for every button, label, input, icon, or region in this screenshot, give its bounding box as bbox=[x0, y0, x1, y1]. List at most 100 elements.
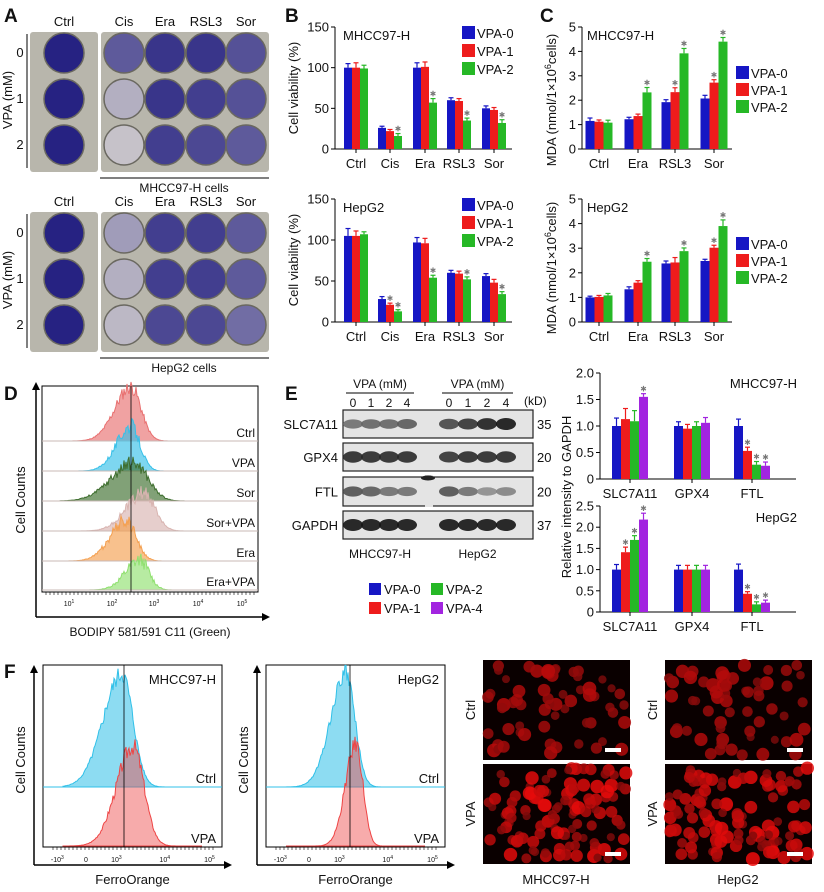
y-tick-label: 50 bbox=[315, 101, 329, 116]
cell-signal bbox=[787, 800, 800, 814]
bar-vpa-0 bbox=[482, 276, 490, 322]
significance-star bbox=[681, 240, 687, 246]
column-label: Cis bbox=[115, 194, 134, 209]
cell-signal bbox=[506, 796, 518, 808]
significance-star bbox=[711, 237, 717, 244]
protein-band bbox=[458, 418, 478, 430]
legend-swatch bbox=[462, 44, 475, 57]
cell-signal bbox=[560, 849, 572, 861]
stained-well bbox=[144, 124, 186, 166]
legend-swatch bbox=[462, 234, 475, 247]
row-label: 1 bbox=[16, 91, 23, 106]
legend-label: VPA-2 bbox=[446, 582, 483, 597]
bar-vpa-2 bbox=[718, 41, 728, 149]
tick-base: -10 bbox=[274, 857, 284, 864]
tick-exp: 4 bbox=[167, 855, 170, 861]
ladder-marker bbox=[421, 475, 435, 481]
cell-signal bbox=[496, 702, 508, 714]
protein-band bbox=[496, 487, 516, 496]
protein-band bbox=[477, 519, 497, 531]
bar-vpa-0 bbox=[700, 98, 710, 149]
cell-signal bbox=[775, 770, 787, 782]
bar-vpa-0 bbox=[612, 569, 621, 612]
tick-exp: 2 bbox=[115, 599, 118, 605]
significance-star bbox=[753, 594, 760, 600]
protein-band bbox=[458, 451, 478, 463]
cell-signal bbox=[589, 838, 600, 848]
y-tick-label: 3 bbox=[569, 241, 576, 256]
cell-signal bbox=[664, 792, 674, 801]
chart-title: MHCC97-H bbox=[343, 28, 410, 43]
x-tick-label: 104 bbox=[382, 855, 393, 864]
tick-base: 0 bbox=[307, 857, 311, 864]
cell-signal bbox=[541, 774, 551, 784]
cell-signal bbox=[518, 727, 532, 742]
protein-band bbox=[397, 519, 417, 531]
bar-vpa-2 bbox=[463, 279, 471, 322]
y-axis-label: Cell Counts bbox=[13, 726, 28, 794]
star-stroke bbox=[395, 302, 401, 307]
legend-swatch bbox=[431, 583, 443, 595]
significance-star bbox=[640, 505, 647, 512]
cell-signal bbox=[770, 735, 779, 744]
x-tick-label: SLC7A11 bbox=[603, 486, 658, 501]
protein-band bbox=[343, 451, 363, 463]
bar-vpa-1 bbox=[490, 109, 498, 149]
cell-signal bbox=[540, 848, 551, 858]
histogram-vpa bbox=[62, 739, 202, 847]
cell-signal bbox=[799, 821, 812, 835]
cell-signal bbox=[766, 703, 778, 715]
cell-signal bbox=[499, 776, 510, 788]
column-label: RSL3 bbox=[190, 194, 223, 209]
significance-star bbox=[395, 125, 401, 132]
track-label: Sor bbox=[236, 486, 255, 500]
cell-signal bbox=[719, 797, 734, 812]
tick-exp: 3 bbox=[61, 855, 64, 861]
kd-label: 35 bbox=[537, 417, 551, 432]
star-stroke bbox=[464, 111, 470, 116]
y-tick-label: 2 bbox=[569, 93, 576, 108]
plate-caption: HepG2 cells bbox=[151, 361, 216, 375]
x-tick-label: Cis bbox=[381, 329, 400, 344]
cell-signal bbox=[788, 820, 801, 833]
y-label-part: MDA (nmol/1×10 bbox=[544, 69, 559, 166]
x-tick-label: Sor bbox=[704, 156, 725, 171]
tick-base: -10 bbox=[51, 857, 61, 864]
bar-vpa-1 bbox=[709, 82, 719, 149]
x-tick-label: RSL3 bbox=[443, 329, 476, 344]
cell-signal bbox=[784, 776, 795, 787]
panel-letter: E bbox=[285, 384, 298, 405]
cell-signal bbox=[541, 664, 556, 678]
protein-label: SLC7A11 bbox=[283, 417, 338, 432]
bar-vpa-4 bbox=[639, 519, 648, 612]
x-tick-label: 105 bbox=[237, 599, 248, 608]
x-tick-label: 101 bbox=[64, 599, 75, 608]
cell-signal bbox=[528, 845, 538, 855]
cell-signal bbox=[742, 706, 753, 717]
cell-signal bbox=[709, 685, 723, 699]
cell-signal bbox=[527, 835, 540, 848]
protein-band bbox=[458, 486, 478, 497]
column-label: RSL3 bbox=[190, 14, 223, 29]
cell-signal bbox=[593, 853, 602, 862]
x-tick-label: 0 bbox=[307, 857, 311, 864]
cell-signal bbox=[522, 786, 537, 801]
significance-star bbox=[720, 29, 726, 36]
y-tick-label: 100 bbox=[307, 233, 329, 248]
protein-band bbox=[439, 418, 459, 430]
tick-exp: 5 bbox=[245, 599, 248, 605]
cell-signal bbox=[753, 716, 765, 728]
tick-base: 10 bbox=[159, 857, 167, 864]
cell-signal bbox=[797, 697, 808, 708]
x-tick-label: 103 bbox=[149, 599, 160, 608]
micrograph bbox=[483, 762, 633, 864]
cell-signal bbox=[763, 845, 776, 859]
protein-label: GPX4 bbox=[303, 450, 338, 465]
y-label-part: cells) bbox=[544, 34, 559, 64]
star-stroke bbox=[464, 269, 470, 274]
column-label: Era bbox=[155, 194, 176, 209]
star-stroke bbox=[762, 593, 769, 598]
cell-signal bbox=[698, 676, 710, 688]
cell-signal bbox=[736, 749, 748, 761]
cell-signal bbox=[715, 723, 726, 734]
